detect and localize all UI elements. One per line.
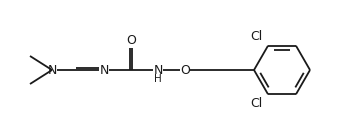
Text: N: N: [153, 64, 163, 76]
Text: O: O: [126, 35, 136, 48]
Text: N: N: [47, 64, 57, 76]
Text: N: N: [99, 64, 109, 76]
Text: O: O: [180, 64, 190, 76]
Text: Cl: Cl: [250, 30, 262, 43]
Text: Cl: Cl: [250, 97, 262, 110]
Text: H: H: [154, 74, 162, 84]
